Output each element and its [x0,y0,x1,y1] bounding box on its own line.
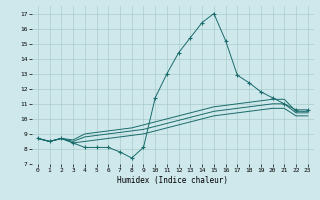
X-axis label: Humidex (Indice chaleur): Humidex (Indice chaleur) [117,176,228,185]
